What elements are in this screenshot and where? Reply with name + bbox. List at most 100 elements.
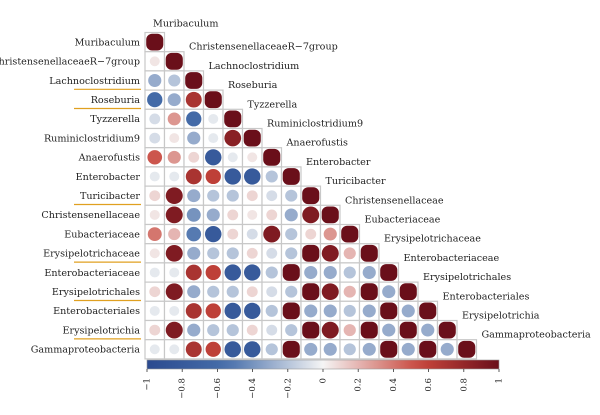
correlation-mark <box>323 266 337 279</box>
correlation-mark <box>149 286 161 298</box>
correlation-mark <box>185 72 203 89</box>
correlation-mark <box>187 189 201 203</box>
colorbar-tick-label: −0.2 <box>283 378 293 399</box>
row-label: Erysipelotrichaceae <box>43 249 140 260</box>
diagonal-label: Turicibacter <box>326 176 386 187</box>
correlation-mark <box>226 285 239 298</box>
correlation-mark <box>302 321 320 339</box>
correlation-mark <box>343 343 356 356</box>
correlation-mark <box>285 228 298 241</box>
colorbar-tick-label: 0.2 <box>354 378 364 392</box>
correlation-mark <box>149 190 161 202</box>
correlation-mark <box>205 264 221 281</box>
correlation-mark <box>266 247 278 259</box>
correlation-mark <box>305 228 317 240</box>
row-label: Gammaproteobacteria <box>31 345 141 356</box>
correlation-mark <box>244 264 261 281</box>
correlation-mark <box>399 283 417 301</box>
correlation-mark <box>382 285 396 299</box>
correlation-mark <box>265 170 278 183</box>
correlation-mark <box>285 247 298 260</box>
correlation-mark <box>343 324 356 337</box>
correlation-mark <box>168 74 181 87</box>
correlation-mark <box>247 209 258 220</box>
correlation-mark <box>207 247 220 260</box>
correlation-mark <box>226 247 239 260</box>
diagonal-label: Enterobacteriaceae <box>404 253 500 264</box>
correlation-mark <box>343 266 356 279</box>
colorbar-tick-label: 1 <box>495 378 505 383</box>
correlation-mark <box>438 321 456 339</box>
correlation-mark <box>321 244 339 262</box>
correlation-mark <box>266 190 278 202</box>
correlation-mark <box>285 285 298 298</box>
correlation-mark <box>205 341 221 357</box>
correlation-mark <box>323 227 337 241</box>
correlation-mark <box>440 342 454 356</box>
correlation-mark <box>208 133 219 144</box>
correlation-mark <box>304 266 318 279</box>
colorbar-tick-label: 0 <box>319 378 329 383</box>
correlation-mark <box>360 321 378 339</box>
correlation-mark <box>149 344 160 355</box>
row-label: Enterobacteriales <box>53 306 140 317</box>
diagonal-label: Anaerofustis <box>286 138 348 149</box>
correlation-mark <box>247 152 258 163</box>
row-label: Tyzzerella <box>90 114 140 125</box>
diagonal-label: Enterobacteriales <box>443 291 530 302</box>
diagonal-label: Erysipelotrichia <box>462 311 540 322</box>
diagonal-label: Erysipelotrichales <box>423 272 511 283</box>
correlation-mark <box>148 74 162 87</box>
correlation-mark <box>321 283 339 301</box>
row-label: Christensenellaceae <box>41 210 140 221</box>
correlation-mark <box>362 266 376 279</box>
correlation-mark <box>224 110 242 128</box>
diagonal-label: Tyzzerella <box>248 99 298 110</box>
correlation-mark <box>187 323 201 337</box>
correlation-mark <box>147 92 163 108</box>
correlation-mark <box>343 304 356 317</box>
correlation-mark <box>149 113 161 125</box>
correlation-mark <box>169 344 180 355</box>
row-label: Lachnoclostridium <box>49 76 140 87</box>
correlation-mark <box>186 208 201 222</box>
correlation-mark <box>246 228 258 240</box>
correlation-mark <box>263 148 281 166</box>
correlation-mark <box>169 305 180 316</box>
correlation-mark <box>265 304 278 317</box>
correlation-mark <box>321 206 339 224</box>
correlation-mark <box>343 247 356 260</box>
correlation-mark <box>185 341 202 358</box>
colorbar-tick-label: −1 <box>143 378 153 391</box>
correlation-mark <box>149 209 160 220</box>
correlation-mark <box>185 91 202 108</box>
correlation-mark <box>147 227 162 241</box>
correlation-mark <box>227 152 238 163</box>
colorbar-tick-label: −0.6 <box>213 378 223 399</box>
correlation-mark <box>186 111 202 127</box>
correlation-mark <box>165 187 183 205</box>
correlation-mark <box>343 285 356 298</box>
correlation-mark <box>246 324 258 336</box>
correlation-mark <box>421 323 435 337</box>
correlation-mark <box>187 246 201 260</box>
correlation-mark <box>185 303 202 319</box>
row-labels: Muribaculum ChristensenellaceaeR−7group La… <box>0 37 141 356</box>
diagonal-label: Christensenellaceae <box>345 195 444 206</box>
correlation-mark <box>304 342 318 356</box>
correlation-mark <box>165 206 183 224</box>
diagonal-label: Muribaculum <box>153 19 218 30</box>
correlation-mark <box>323 342 337 356</box>
correlation-mark <box>169 171 180 182</box>
row-label: Enterobacter <box>76 172 141 183</box>
correlation-mark <box>149 132 161 144</box>
correlation-mark <box>399 321 417 339</box>
row-label: Muribaculum <box>75 37 140 48</box>
correlation-mark <box>360 244 378 262</box>
correlation-mark <box>187 131 201 145</box>
correlation-mark <box>168 228 181 241</box>
correlation-mark <box>419 302 437 320</box>
correlation-mark <box>167 93 181 107</box>
correlation-mark <box>362 342 376 356</box>
